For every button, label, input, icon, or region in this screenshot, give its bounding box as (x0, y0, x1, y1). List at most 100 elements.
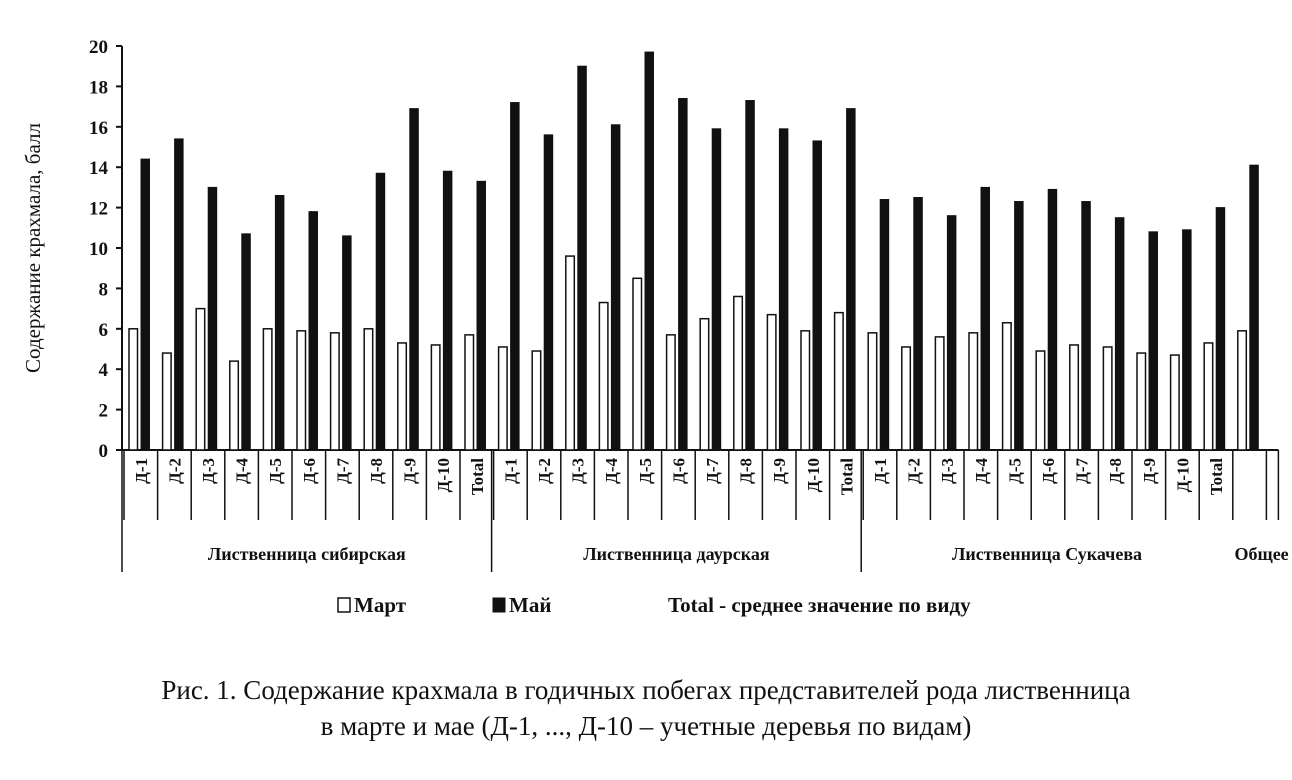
category-label: Д-6 (669, 458, 688, 484)
figure-caption: Рис. 1. Содержание крахмала в годичных п… (0, 672, 1292, 744)
bar-march (397, 342, 408, 451)
category-label: Д-10 (1173, 458, 1192, 492)
bar-may (1014, 201, 1024, 451)
category-label: Д-4 (602, 458, 621, 484)
category-label: Д-2 (535, 458, 554, 484)
bar-may (241, 233, 251, 451)
category-label: Д-5 (636, 458, 655, 484)
bar-march (1136, 352, 1147, 451)
bar-march (968, 332, 979, 451)
bar-march (1169, 354, 1180, 451)
legend-note: Total - среднее значение по виду (668, 593, 971, 617)
category-label: Д-2 (905, 458, 924, 484)
bar-may (543, 134, 554, 451)
legend-swatch-march (337, 597, 351, 613)
legend-swatch-may (492, 597, 506, 613)
bar-march (1035, 350, 1046, 451)
bar-march (128, 328, 139, 451)
bar-march (632, 277, 643, 451)
bar-march (1203, 342, 1214, 451)
y-tick-label: 12 (89, 199, 108, 220)
bar-may (476, 180, 486, 451)
category-label: Д-1 (501, 458, 520, 484)
category-label: Д-1 (132, 458, 151, 484)
category-label: Д-6 (300, 458, 319, 484)
y-axis-label: Содержание крахмала, балл (21, 123, 45, 373)
legend-label-march: Март (354, 593, 407, 617)
bar-may (745, 100, 755, 451)
bar-may (274, 194, 285, 451)
bar-march (833, 311, 844, 451)
category-label: Д-8 (1106, 458, 1125, 484)
y-tick-label: 18 (89, 77, 108, 98)
category-label: Д-10 (804, 458, 823, 492)
legend-label-may: Май (509, 593, 551, 617)
bar-may (879, 199, 890, 451)
bar-march (733, 295, 744, 451)
category-label: Д-5 (266, 458, 285, 484)
category-label: Д-5 (1005, 458, 1024, 484)
bar-may (778, 128, 789, 451)
bar-may (1081, 201, 1091, 451)
bar-may (1215, 207, 1226, 451)
bar-march (699, 317, 710, 451)
bar-may (308, 211, 318, 451)
category-label: Д-8 (367, 458, 386, 484)
bar-march (497, 346, 508, 451)
bar-may (1047, 188, 1058, 451)
category-label: Д-7 (1073, 458, 1092, 484)
bar-march (598, 301, 609, 451)
y-tick-label: 8 (99, 279, 109, 300)
bar-may (442, 170, 453, 451)
category-label: Д-8 (737, 458, 756, 484)
bar-march (867, 332, 878, 451)
caption-line-2: в марте и мае (Д-1, ..., Д-10 – учетные … (320, 711, 972, 741)
bar-may (610, 124, 621, 451)
bar-march (1102, 346, 1113, 451)
category-label: Д-4 (233, 458, 252, 484)
bar-march (1001, 321, 1012, 451)
category-label: Д-3 (569, 458, 588, 484)
bar-march (934, 336, 945, 451)
caption-line-1: Рис. 1. Содержание крахмала в годичных п… (161, 675, 1131, 705)
bar-may (846, 108, 856, 451)
category-label: Д-9 (770, 458, 789, 484)
y-tick-label: 20 (89, 37, 108, 58)
bar-may (812, 140, 822, 451)
bar-may (342, 235, 352, 451)
bar-march (229, 360, 240, 451)
bar-may (207, 186, 218, 451)
category-label: Д-10 (434, 458, 453, 492)
bar-may (174, 138, 184, 451)
bar-may (375, 172, 386, 451)
category-label: Total (468, 458, 487, 495)
bar-march (1237, 330, 1248, 451)
y-tick-label: 10 (89, 239, 108, 260)
bar-march (262, 328, 273, 451)
y-tick-label: 16 (89, 118, 108, 139)
category-label: Total (1207, 458, 1226, 495)
category-label: Д-4 (972, 458, 991, 484)
bar-march (665, 334, 676, 451)
group-label: Лиственница даурская (583, 544, 770, 564)
category-label: Д-2 (165, 458, 184, 484)
bar-may (678, 98, 688, 451)
category-label: Total (837, 458, 856, 495)
bar-may (711, 128, 722, 451)
bar-may (1114, 217, 1125, 451)
y-tick-label: 4 (99, 360, 109, 381)
bar-march (161, 352, 172, 451)
bar-may (946, 215, 957, 451)
bar-may (510, 102, 520, 451)
y-tick-label: 2 (99, 401, 109, 422)
y-tick-label: 14 (89, 158, 109, 179)
bar-march (1069, 344, 1080, 451)
category-label: Д-7 (333, 458, 352, 484)
bar-march (296, 330, 307, 451)
bar-march (195, 307, 206, 451)
bar-may (644, 51, 654, 451)
bar-march (430, 344, 441, 451)
group-label: Общее (1235, 544, 1289, 564)
bar-march (531, 350, 542, 451)
bar-may (577, 65, 587, 451)
